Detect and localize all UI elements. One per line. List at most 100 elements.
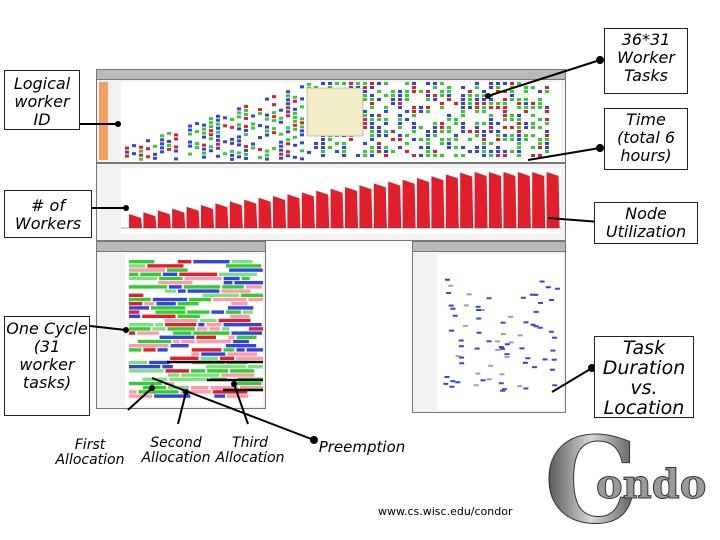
gantt-task-mark	[475, 110, 479, 113]
utilization-cycle-mark	[402, 179, 416, 228]
gantt-task-mark	[475, 134, 479, 137]
gantt-task-mark	[356, 82, 360, 85]
cycle-task-bar	[212, 390, 248, 394]
cycle-window-titlebar[interactable]	[97, 242, 265, 252]
cycle-task-bar	[230, 369, 254, 373]
gantt-task-mark	[531, 102, 535, 105]
gantt-plot-area	[121, 82, 561, 162]
gantt-task-mark	[398, 122, 402, 125]
gantt-task-mark	[321, 146, 325, 149]
gantt-task-mark	[216, 126, 220, 130]
gantt-task-mark	[398, 118, 402, 121]
gantt-task-mark	[174, 149, 178, 153]
duration-point	[495, 340, 501, 343]
gantt-task-mark	[510, 126, 514, 129]
gantt-task-mark	[237, 135, 241, 139]
gantt-task-mark	[363, 114, 367, 117]
cycle-task-bar	[129, 327, 151, 331]
duration-point	[446, 292, 452, 295]
cycle-task-bar	[149, 360, 170, 365]
gantt-task-mark	[398, 98, 402, 101]
gantt-task-mark	[412, 82, 416, 85]
gantt-task-mark	[363, 126, 367, 129]
gantt-task-mark	[517, 142, 521, 145]
gantt-task-mark	[153, 152, 157, 156]
duration-window-titlebar[interactable]	[413, 242, 565, 252]
gantt-task-mark	[167, 131, 171, 135]
cycle-task-bar	[162, 365, 173, 369]
duration-point	[500, 389, 506, 392]
gantt-task-mark	[475, 130, 479, 133]
duration-point	[549, 368, 555, 371]
condor-url[interactable]: www.cs.wisc.edu/condor	[378, 505, 513, 518]
duration-point	[479, 308, 485, 311]
duration-point	[480, 379, 486, 382]
gantt-task-mark	[251, 142, 255, 146]
cycle-task-bar	[191, 352, 200, 356]
gantt-task-mark	[272, 103, 276, 107]
callout-worker-tasks: 36*31 Worker Tasks	[604, 28, 688, 94]
duration-point	[532, 366, 538, 369]
cycle-task-bar	[129, 360, 148, 365]
gantt-task-mark	[293, 99, 297, 103]
gantt-task-mark	[139, 145, 143, 149]
gantt-task-mark	[272, 119, 276, 123]
gantt-task-mark	[384, 122, 388, 125]
gantt-task-mark	[461, 126, 465, 129]
gantt-task-mark	[237, 107, 241, 111]
gantt-task-mark	[391, 90, 395, 93]
cycle-task-bar	[129, 272, 139, 276]
duration-point	[455, 355, 461, 358]
gantt-task-mark	[433, 134, 437, 137]
gantt-task-mark	[370, 118, 374, 121]
gantt-task-mark	[517, 130, 521, 133]
duration-point	[551, 358, 557, 361]
gantt-task-mark	[244, 132, 248, 136]
gantt-task-mark	[440, 130, 444, 133]
gantt-task-mark	[538, 142, 542, 145]
gantt-task-mark	[426, 110, 430, 113]
gantt-task-mark	[370, 134, 374, 137]
gantt-task-mark	[531, 146, 535, 149]
gantt-task-mark	[398, 102, 402, 105]
gantt-task-mark	[384, 130, 388, 133]
cycle-task-bar	[138, 339, 172, 344]
callout-task-duration: Task Duration vs. Location	[594, 336, 694, 418]
gantt-task-mark	[328, 82, 332, 85]
gantt-window-titlebar[interactable]	[97, 70, 565, 80]
gantt-task-mark	[202, 131, 206, 135]
gantt-task-mark	[447, 130, 451, 133]
duration-point	[499, 373, 505, 376]
gantt-task-mark	[482, 134, 486, 137]
utilization-cycle-mark	[157, 210, 171, 228]
duration-point	[448, 304, 454, 307]
cycle-task-bar	[166, 268, 188, 272]
gantt-task-mark	[496, 102, 500, 105]
gantt-task-mark	[426, 94, 430, 97]
gantt-task-mark	[405, 98, 409, 101]
gantt-task-mark	[363, 82, 367, 85]
duration-point	[517, 334, 523, 337]
gantt-task-mark	[398, 138, 402, 141]
gantt-task-mark	[286, 150, 290, 154]
gantt-task-mark	[419, 106, 423, 109]
gantt-task-mark	[391, 130, 395, 133]
gantt-task-mark	[223, 124, 227, 128]
duration-point	[458, 339, 464, 342]
cycle-task-bar	[184, 276, 222, 281]
callout-logical-worker-id: Logical worker ID	[4, 70, 80, 130]
gantt-window	[96, 69, 566, 163]
node-utilization-chart	[121, 172, 561, 229]
cycle-task-bar	[240, 293, 263, 297]
gantt-task-mark	[384, 150, 388, 153]
gantt-task-mark	[363, 154, 367, 157]
gantt-task-mark	[440, 142, 444, 145]
gantt-task-mark	[412, 130, 416, 133]
duration-point	[508, 315, 514, 318]
gantt-task-mark	[412, 86, 416, 89]
cycle-allocation-chart	[129, 260, 263, 398]
gantt-task-mark	[307, 150, 311, 154]
gantt-task-mark	[328, 138, 332, 141]
duration-point	[504, 356, 510, 359]
cycle-task-bar	[230, 314, 250, 318]
